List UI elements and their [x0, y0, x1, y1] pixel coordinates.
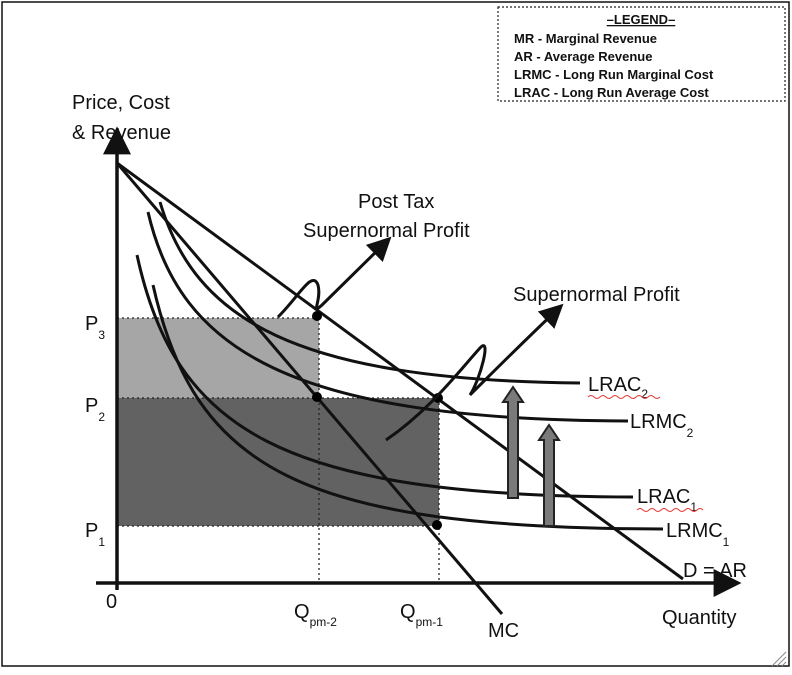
lrac1-label: LRAC1	[637, 486, 697, 514]
legend-item: LRMC - Long Run Marginal Cost	[514, 67, 714, 82]
p3-label: P3	[85, 313, 105, 342]
supernormal-label: Supernormal Profit	[513, 284, 680, 306]
supernormal-pointer	[385, 303, 564, 442]
post-tax-label-line2: Supernormal Profit	[303, 220, 470, 242]
legend-item: LRAC - Long Run Average Cost	[514, 85, 709, 100]
mc-label: MC	[488, 620, 519, 642]
resize-grip-icon[interactable]	[771, 651, 787, 667]
demand-label: D = AR	[683, 560, 747, 582]
post-tax-pointer	[276, 236, 392, 319]
lrmc1-curve	[151, 284, 664, 531]
lrac2-label: LRAC2	[588, 374, 648, 401]
lrmc2-label: LRMC2	[630, 411, 694, 440]
legend-item: AR - Average Revenue	[514, 49, 652, 64]
point-p3	[312, 311, 322, 321]
lrac2-curve	[158, 201, 581, 385]
x-axis-label: Quantity	[662, 607, 736, 629]
guide-lines	[117, 317, 440, 583]
point-p2-q2	[312, 392, 322, 402]
origin-label: 0	[106, 591, 117, 613]
post-tax-label-line1: Post Tax	[358, 191, 434, 213]
p2-label: P2	[85, 395, 105, 424]
post-tax-profit-area	[117, 318, 319, 398]
point-p2-q1	[433, 393, 443, 403]
legend-box	[497, 6, 786, 102]
qpm2-label: Qpm-2	[294, 601, 337, 629]
point-p1	[432, 520, 442, 530]
qpm1-label: Qpm-1	[400, 601, 443, 629]
legend: –LEGEND– MR - Marginal Revenue AR - Aver…	[497, 6, 786, 102]
lrmc1-label: LRMC1	[666, 520, 730, 549]
p1-label: P1	[85, 520, 105, 549]
up-arrow-left	[501, 385, 525, 499]
lrac2-spellcheck-underline	[587, 395, 661, 399]
y-axis-label-line1: Price, Cost	[72, 92, 170, 114]
y-axis-label-line2: & Revenue	[72, 122, 171, 144]
mc-curve	[115, 162, 504, 615]
legend-item: MR - Marginal Revenue	[514, 31, 657, 46]
legend-title: –LEGEND–	[607, 12, 676, 27]
lrac1-spellcheck-underline	[636, 508, 704, 512]
lrac1-curve	[135, 254, 634, 499]
shift-arrows	[501, 385, 561, 527]
supernormal-profit-area	[117, 398, 439, 526]
up-arrow-right	[537, 423, 561, 527]
lrmc2-curve	[146, 211, 629, 423]
